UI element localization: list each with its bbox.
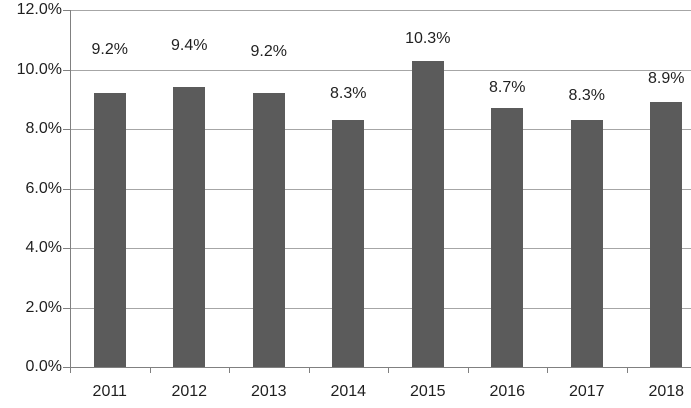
bar-2015 — [411, 60, 444, 367]
y-axis-tick-8.0% — [63, 129, 70, 130]
bar-2012 — [173, 87, 206, 367]
gridline-2 — [70, 307, 691, 309]
bar-2013 — [252, 93, 285, 367]
x-axis-label-2018: 2018 — [648, 383, 685, 400]
y-axis-tick-12.0% — [63, 10, 70, 11]
x-axis-label-2013: 2013 — [250, 383, 287, 400]
y-axis-label-10.0%: 10.0% — [16, 60, 62, 78]
x-axis-tick-3 — [308, 367, 310, 373]
y-axis-tick-0.0% — [63, 367, 70, 368]
x-axis-label-2014: 2014 — [330, 383, 367, 400]
x-axis-label-2017: 2017 — [568, 383, 605, 400]
x-axis-tick-1 — [149, 367, 151, 373]
x-axis-label-2012: 2012 — [171, 383, 208, 400]
y-axis-tick-6.0% — [63, 188, 70, 190]
x-axis-line — [70, 367, 691, 368]
y-axis-tick-10.0% — [63, 69, 70, 71]
data-label-2017: 8.3% — [568, 87, 605, 105]
gridline-4 — [70, 248, 691, 249]
bar-2014 — [332, 120, 365, 367]
x-axis-label-2011: 2011 — [92, 383, 127, 400]
data-label-2016: 8.7% — [489, 79, 526, 97]
y-axis-label-8.0%: 8.0% — [25, 120, 62, 137]
x-axis-label-2015: 2015 — [409, 383, 446, 400]
y-axis-tick-4.0% — [63, 248, 70, 249]
x-axis-tick-6 — [547, 367, 548, 373]
bar-2017 — [570, 120, 603, 367]
gridline-10 — [70, 69, 691, 71]
y-axis-tick-2.0% — [63, 307, 70, 309]
y-axis-line — [70, 10, 71, 367]
y-axis-label-4.0%: 4.0% — [25, 239, 62, 256]
gridline-6 — [70, 188, 691, 190]
data-label-2013: 9.2% — [250, 43, 287, 61]
x-axis-tick-2 — [229, 367, 230, 373]
y-axis-label-0.0%: 0.0% — [25, 358, 62, 375]
y-axis-label-12.0%: 12.0% — [16, 1, 62, 18]
x-axis-tick-5 — [467, 367, 469, 373]
x-axis-tick-0 — [70, 367, 71, 373]
x-axis-tick-4 — [388, 367, 389, 373]
data-label-2018: 8.9% — [648, 70, 685, 88]
x-axis-label-2016: 2016 — [489, 383, 526, 400]
gridline-8 — [70, 129, 691, 130]
gridline-12 — [70, 10, 691, 11]
bar-2011 — [93, 93, 126, 367]
data-label-2014: 8.3% — [330, 85, 367, 103]
data-label-2012: 9.4% — [171, 37, 208, 55]
y-axis-label-2.0%: 2.0% — [25, 298, 62, 316]
y-axis-label-6.0%: 6.0% — [25, 179, 62, 197]
x-axis-tick-7 — [626, 367, 628, 373]
bar-2016 — [491, 108, 524, 367]
data-label-2015: 10.3% — [405, 29, 451, 47]
data-label-2011: 9.2% — [91, 41, 128, 59]
bar-2018 — [650, 102, 683, 367]
